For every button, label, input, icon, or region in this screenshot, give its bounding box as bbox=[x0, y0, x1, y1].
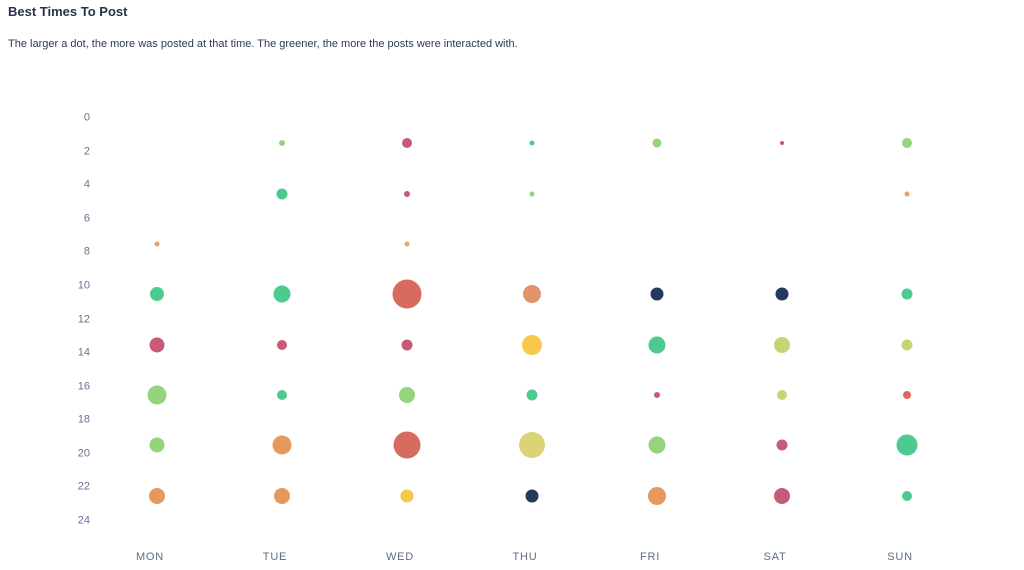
chart-dot[interactable] bbox=[404, 241, 410, 247]
chart-dot[interactable] bbox=[149, 337, 165, 353]
chart-dot[interactable] bbox=[525, 489, 539, 503]
chart-dot[interactable] bbox=[774, 487, 790, 504]
chart-dot[interactable] bbox=[901, 288, 913, 300]
chart-dot[interactable] bbox=[648, 436, 666, 454]
chart-dot[interactable] bbox=[274, 487, 290, 504]
chart-dot[interactable] bbox=[901, 339, 913, 351]
x-axis-day-label: SUN bbox=[887, 551, 913, 563]
chart-dot[interactable] bbox=[652, 138, 662, 148]
chart-dot[interactable] bbox=[777, 390, 787, 401]
y-axis-tick-label: 8 bbox=[83, 245, 90, 258]
chart-dot[interactable] bbox=[402, 138, 412, 149]
y-axis-tick-label: 14 bbox=[77, 346, 90, 359]
chart-dot[interactable] bbox=[150, 287, 164, 302]
y-axis-tick-label: 16 bbox=[77, 380, 90, 393]
chart-dot[interactable] bbox=[272, 435, 292, 455]
chart-dot[interactable] bbox=[904, 191, 910, 197]
chart-dot[interactable] bbox=[399, 387, 415, 404]
page-subtitle: The larger a dot, the more was posted at… bbox=[8, 38, 518, 50]
y-axis-tick-label: 10 bbox=[77, 279, 90, 292]
y-axis-tick-label: 18 bbox=[77, 413, 90, 426]
x-axis-day-label: WED bbox=[385, 551, 415, 563]
x-axis-day-label: MON bbox=[135, 551, 165, 563]
y-axis-tick-label: 6 bbox=[83, 212, 90, 225]
y-axis-tick-label: 22 bbox=[77, 480, 90, 493]
y-axis-tick-label: 2 bbox=[83, 145, 90, 158]
chart-dot[interactable] bbox=[147, 385, 167, 405]
chart-dot[interactable] bbox=[273, 285, 291, 303]
chart-dot[interactable] bbox=[277, 339, 287, 350]
x-axis-day-label: FRI bbox=[639, 551, 661, 563]
chart-dot[interactable] bbox=[648, 486, 666, 505]
chart-dot[interactable] bbox=[774, 336, 790, 353]
chart-dot[interactable] bbox=[776, 439, 788, 451]
chart-dot[interactable] bbox=[400, 489, 414, 503]
y-axis-tick-label: 20 bbox=[77, 447, 90, 460]
x-axis-day-label: TUE bbox=[262, 551, 288, 563]
chart-dot[interactable] bbox=[902, 490, 912, 501]
chart-dot[interactable] bbox=[154, 241, 160, 247]
chart-dot[interactable] bbox=[903, 391, 911, 400]
chart-dot[interactable] bbox=[648, 336, 666, 354]
y-axis-tick-label: 4 bbox=[83, 178, 90, 191]
y-axis-tick-label: 0 bbox=[83, 111, 90, 124]
chart-dot[interactable] bbox=[404, 190, 410, 197]
chart-dot[interactable] bbox=[650, 287, 664, 301]
chart-dot[interactable] bbox=[523, 285, 541, 304]
chart-dot[interactable] bbox=[519, 432, 545, 459]
chart-dot[interactable] bbox=[277, 390, 287, 401]
chart-dot[interactable] bbox=[276, 188, 288, 200]
chart-dot[interactable] bbox=[149, 437, 165, 453]
chart-dot[interactable] bbox=[526, 389, 538, 401]
chart-dot[interactable] bbox=[529, 191, 535, 197]
chart-dot[interactable] bbox=[401, 339, 413, 351]
chart-dot[interactable] bbox=[780, 141, 784, 146]
y-axis-tick-label: 24 bbox=[77, 514, 90, 527]
x-axis-day-label: THU bbox=[512, 551, 538, 563]
chart-dot[interactable] bbox=[902, 138, 912, 149]
chart-dot[interactable] bbox=[896, 434, 918, 456]
y-axis-tick-label: 12 bbox=[77, 313, 90, 325]
chart-dot[interactable] bbox=[279, 140, 285, 147]
chart-dot[interactable] bbox=[392, 279, 422, 309]
x-axis-day-label: SAT bbox=[763, 551, 787, 563]
chart-dot[interactable] bbox=[529, 140, 535, 146]
chart-dot[interactable] bbox=[775, 287, 789, 301]
chart-dot[interactable] bbox=[393, 431, 421, 459]
chart-dot[interactable] bbox=[654, 392, 660, 399]
page-title: Best Times To Post bbox=[8, 4, 128, 19]
chart-dot[interactable] bbox=[522, 334, 542, 355]
chart-dot[interactable] bbox=[149, 487, 165, 504]
